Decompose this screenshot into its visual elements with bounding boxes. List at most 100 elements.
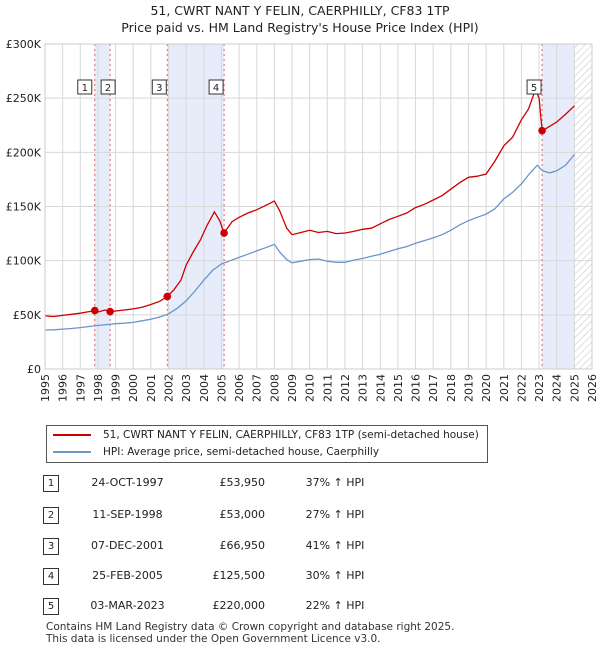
y-tick-label: £100K — [6, 255, 42, 268]
sale-number-badge: 3 — [43, 538, 59, 555]
sale-label-border — [100, 79, 116, 95]
sale-row: 5 03-MAR-2023 £220,000 22% ↑ HPI — [0, 597, 600, 617]
y-tick-label: £250K — [6, 92, 42, 105]
sale-label-border — [151, 79, 167, 95]
x-tick-label: 1996 — [57, 374, 70, 402]
x-tick-label: 2023 — [533, 374, 546, 402]
x-tick-label: 2007 — [251, 374, 264, 402]
x-tick-label: 2015 — [392, 374, 405, 402]
sale-label-box: 3 — [151, 79, 167, 95]
x-tick-label: 2002 — [163, 374, 176, 402]
x-tick-label: 2022 — [515, 374, 528, 402]
x-tick-label: 1999 — [110, 374, 123, 402]
sale-label-text: 3 — [156, 83, 162, 94]
sale-point — [538, 126, 546, 135]
x-tick-label: 2017 — [427, 374, 440, 402]
sale-label-text: 5 — [531, 83, 537, 94]
legend-label-hpi: HPI: Average price, semi-detached house,… — [103, 446, 380, 458]
sale-number-badge: 4 — [43, 568, 59, 585]
x-tick-label: 2025 — [568, 374, 581, 402]
sale-price: £220,000 — [212, 599, 266, 612]
sale-row: 1 24-OCT-1997 £53,950 37% ↑ HPI — [0, 474, 600, 494]
x-tick-label: 2011 — [321, 374, 334, 402]
sale-point — [106, 307, 114, 316]
legend-item-hpi: HPI: Average price, semi-detached house,… — [53, 444, 379, 460]
x-tick-label: 2020 — [480, 374, 493, 402]
sale-row: 2 11-SEP-1998 £53,000 27% ↑ HPI — [0, 506, 600, 526]
legend-swatch-property — [53, 434, 91, 436]
y-tick-label: £150K — [6, 201, 42, 214]
sale-label-border — [77, 79, 93, 95]
x-tick-label: 2009 — [286, 374, 299, 402]
sale-date: 11-SEP-1998 — [92, 508, 163, 521]
y-tick-label: £50K — [13, 309, 42, 322]
sale-hpi-change: 27% ↑ HPI — [305, 508, 365, 521]
sale-number-badge: 5 — [43, 598, 59, 615]
sale-label-text: 2 — [105, 83, 111, 94]
x-tick-label: 2008 — [268, 374, 281, 402]
plot-frame — [44, 43, 593, 370]
sale-label-box: 5 — [526, 79, 542, 95]
sale-label-border — [208, 79, 224, 95]
legend-label-property: 51, CWRT NANT Y FELIN, CAERPHILLY, CF83 … — [103, 429, 479, 441]
y-tick-label: £300K — [6, 38, 42, 51]
series-line-hpi — [44, 154, 575, 331]
x-tick-label: 2006 — [233, 374, 246, 402]
x-tick-label: 2016 — [410, 374, 423, 402]
sale-price: £125,500 — [212, 569, 266, 582]
sale-hpi-change: 22% ↑ HPI — [305, 599, 365, 612]
y-tick-label: £200K — [6, 146, 42, 159]
sale-label-text: 1 — [82, 83, 88, 94]
x-tick-label: 2000 — [127, 374, 140, 402]
x-tick-label: 2001 — [145, 374, 158, 402]
legend-item-property: 51, CWRT NANT Y FELIN, CAERPHILLY, CF83 … — [53, 427, 479, 443]
x-tick-label: 2026 — [586, 374, 599, 402]
sale-label-box: 4 — [208, 79, 224, 95]
sale-hpi-change: 30% ↑ HPI — [305, 569, 365, 582]
footer-line-2: This data is licensed under the Open Gov… — [46, 633, 381, 645]
x-tick-label: 2018 — [445, 374, 458, 402]
sale-label-box: 2 — [100, 79, 116, 95]
price-chart: 1 2 3 4 5 £0 £50K £100K £150K £200K £250K £300K 1995… — [6, 38, 599, 402]
sale-point — [220, 229, 228, 237]
x-tick-label: 2013 — [357, 374, 370, 402]
sale-number-badge: 1 — [43, 475, 59, 492]
sale-date: 03-MAR-2023 — [90, 599, 165, 612]
x-tick-label: 2005 — [215, 374, 228, 402]
title-line-1: 51, CWRT NANT Y FELIN, CAERPHILLY, CF83 … — [150, 3, 450, 18]
legend-swatch-hpi — [53, 451, 91, 453]
x-tick-label: 1998 — [92, 374, 105, 402]
sale-label-border — [526, 79, 542, 95]
sale-row: 3 07-DEC-2001 £66,950 41% ↑ HPI — [0, 537, 600, 557]
x-tick-label: 2010 — [304, 374, 317, 402]
x-tick-label: 2024 — [551, 374, 564, 402]
x-tick-label: 2014 — [374, 374, 387, 402]
sale-number-badge: 2 — [43, 507, 59, 524]
title-line-2: Price paid vs. HM Land Registry's House … — [121, 20, 479, 35]
sale-date: 24-OCT-1997 — [91, 476, 164, 489]
sale-label-box: 1 — [77, 79, 93, 95]
y-tick-label: £0 — [27, 363, 41, 376]
chart-title: 51, CWRT NANT Y FELIN, CAERPHILLY, CF83 … — [0, 2, 600, 36]
sale-hpi-change: 41% ↑ HPI — [305, 539, 365, 552]
footer-attribution: Contains HM Land Registry data © Crown c… — [46, 621, 454, 645]
sale-row: 4 25-FEB-2005 £125,500 30% ↑ HPI — [0, 567, 600, 587]
sale-price: £53,950 — [219, 476, 266, 489]
sale-point — [163, 292, 172, 301]
sale-point — [90, 306, 99, 315]
x-tick-label: 2004 — [198, 374, 211, 402]
x-tick-label: 2012 — [339, 374, 352, 402]
sale-price: £53,000 — [219, 508, 266, 521]
chart-legend: 51, CWRT NANT Y FELIN, CAERPHILLY, CF83 … — [46, 425, 488, 463]
sale-date: 07-DEC-2001 — [90, 539, 165, 552]
x-tick-label: 2003 — [180, 374, 193, 402]
sale-date: 25-FEB-2005 — [92, 569, 163, 582]
footer-line-1: Contains HM Land Registry data © Crown c… — [46, 621, 455, 633]
x-tick-label: 2021 — [498, 374, 511, 402]
x-tick-label: 1995 — [39, 374, 52, 402]
x-tick-label: 2019 — [462, 374, 475, 402]
x-tick-label: 1997 — [74, 374, 87, 402]
series-line-property — [44, 87, 575, 318]
sale-label-text: 4 — [213, 83, 219, 94]
sale-price: £66,950 — [219, 539, 266, 552]
